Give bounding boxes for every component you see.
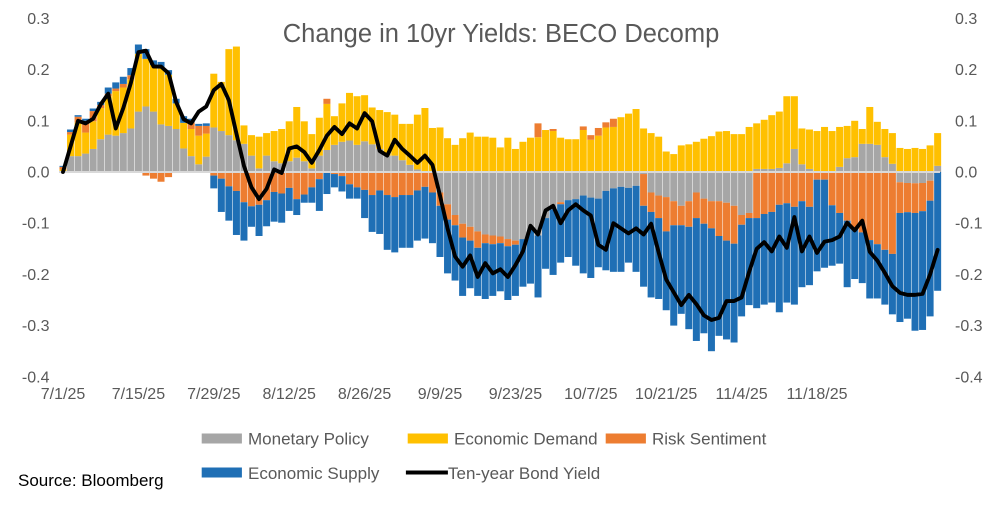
svg-text:-0.2: -0.2	[22, 267, 50, 284]
svg-text:-0.2: -0.2	[955, 267, 983, 284]
svg-text:Change in 10yr Yields: BECO De: Change in 10yr Yields: BECO Decomp	[283, 20, 720, 48]
svg-text:8/26/25: 8/26/25	[338, 386, 391, 403]
svg-text:-0.4: -0.4	[22, 369, 50, 386]
svg-text:Economic Supply: Economic Supply	[248, 464, 380, 483]
svg-text:0.2: 0.2	[955, 62, 977, 79]
svg-text:Ten-year Bond Yield: Ten-year Bond Yield	[448, 464, 600, 483]
svg-text:9/23/25: 9/23/25	[489, 386, 542, 403]
svg-text:Economic Demand: Economic Demand	[454, 430, 598, 449]
svg-text:-0.1: -0.1	[22, 216, 50, 233]
svg-text:0.1: 0.1	[27, 113, 49, 130]
svg-text:-0.3: -0.3	[955, 318, 983, 335]
svg-text:7/29/25: 7/29/25	[187, 386, 240, 403]
svg-text:7/15/25: 7/15/25	[112, 386, 165, 403]
svg-text:-0.1: -0.1	[955, 216, 983, 233]
svg-text:0.1: 0.1	[955, 113, 977, 130]
svg-text:Monetary Policy: Monetary Policy	[248, 430, 369, 449]
svg-text:11/18/25: 11/18/25	[786, 386, 847, 403]
svg-text:7/1/25: 7/1/25	[41, 386, 86, 403]
svg-text:-0.3: -0.3	[22, 318, 50, 335]
svg-text:0.2: 0.2	[27, 62, 49, 79]
svg-text:Source: Bloomberg: Source: Bloomberg	[18, 471, 164, 490]
svg-text:Risk Sentiment: Risk Sentiment	[652, 430, 767, 449]
svg-text:0.3: 0.3	[955, 11, 977, 28]
svg-text:9/9/25: 9/9/25	[418, 386, 463, 403]
svg-text:0.0: 0.0	[955, 165, 977, 182]
svg-text:10/21/25: 10/21/25	[635, 386, 697, 403]
svg-text:10/7/25: 10/7/25	[564, 386, 617, 403]
svg-text:0.3: 0.3	[27, 11, 49, 28]
svg-text:8/12/25: 8/12/25	[263, 386, 316, 403]
svg-text:11/4/25: 11/4/25	[715, 386, 767, 403]
svg-text:0.0: 0.0	[27, 165, 49, 182]
svg-text:-0.4: -0.4	[955, 369, 983, 386]
